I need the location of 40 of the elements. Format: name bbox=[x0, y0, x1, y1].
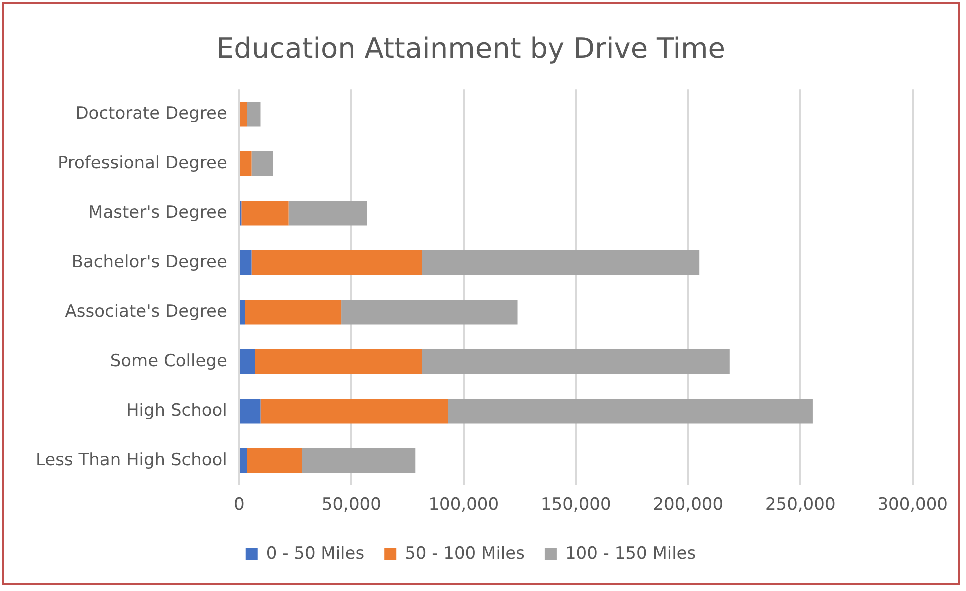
y-tick-label: Bachelor's Degree bbox=[72, 252, 228, 272]
bar bbox=[247, 448, 302, 474]
bar bbox=[240, 300, 246, 325]
bar bbox=[288, 200, 368, 226]
y-tick-label: High School bbox=[126, 400, 228, 421]
x-tick-label: 250,000 bbox=[765, 495, 836, 516]
bar bbox=[302, 448, 416, 474]
x-tick-label: 0 bbox=[234, 495, 245, 516]
bar bbox=[245, 300, 342, 325]
bar bbox=[260, 398, 448, 424]
y-tick-label: Master's Degree bbox=[88, 202, 228, 223]
bar bbox=[240, 250, 252, 276]
y-tick-label: Less Than High School bbox=[36, 450, 228, 470]
bar bbox=[240, 349, 256, 374]
y-tick-label: Professional Degree bbox=[58, 153, 228, 174]
legend-label: 50 - 100 Miles bbox=[405, 544, 526, 564]
x-tick-label: 50,000 bbox=[322, 495, 382, 516]
y-tick-label: Some College bbox=[110, 351, 228, 372]
bar bbox=[247, 102, 261, 127]
x-tick-label: 300,000 bbox=[878, 495, 948, 516]
bar bbox=[255, 349, 422, 374]
y-tick-label: Associate's Degree bbox=[65, 302, 228, 322]
legend-label: 0 - 50 Miles bbox=[266, 544, 365, 564]
legend-label: 100 - 150 Miles bbox=[565, 544, 696, 564]
bar bbox=[240, 151, 252, 176]
x-tick-label: 100,000 bbox=[428, 495, 500, 516]
bar bbox=[448, 398, 813, 424]
y-tick-label: Doctorate Degree bbox=[76, 104, 228, 124]
x-tick-label: 200,000 bbox=[653, 495, 724, 516]
bar bbox=[422, 349, 730, 374]
bar bbox=[422, 250, 700, 276]
bar bbox=[252, 250, 422, 276]
bar bbox=[240, 398, 261, 424]
bar bbox=[242, 200, 289, 226]
bar bbox=[252, 151, 274, 176]
bar bbox=[342, 300, 518, 325]
x-tick-label: 150,000 bbox=[540, 495, 612, 516]
bar bbox=[240, 102, 248, 127]
chart-title: Education Attainment by Drive Time bbox=[216, 32, 726, 66]
bar bbox=[240, 448, 248, 474]
